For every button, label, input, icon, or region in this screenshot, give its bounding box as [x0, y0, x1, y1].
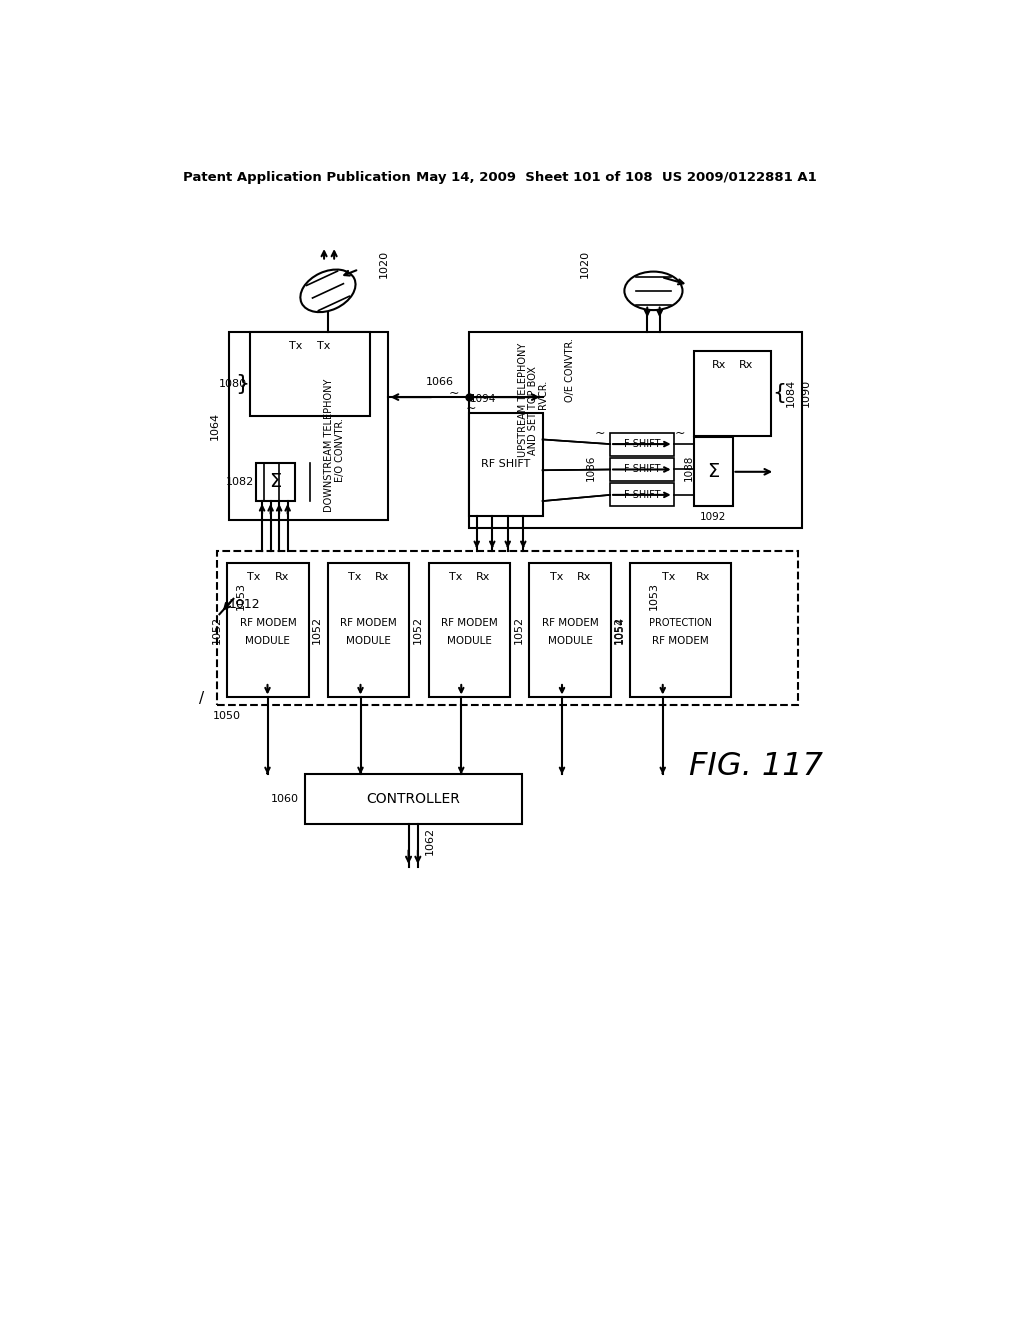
Text: ~: ~	[675, 426, 685, 440]
Text: {: {	[772, 383, 786, 403]
Text: RF MODEM: RF MODEM	[441, 618, 498, 628]
Text: Σ: Σ	[707, 462, 719, 482]
Text: DOWNSTREAM TELEPHONY: DOWNSTREAM TELEPHONY	[325, 378, 335, 512]
Text: RF SHIFT: RF SHIFT	[481, 459, 530, 470]
Text: E/O CONVTR.: E/O CONVTR.	[335, 418, 344, 482]
Text: 1092: 1092	[700, 512, 726, 523]
Text: ~: ~	[449, 387, 459, 400]
Text: MODULE: MODULE	[548, 636, 593, 645]
Bar	[305, 775, 521, 825]
Text: O/E CONVTR.: O/E CONVTR.	[565, 338, 574, 403]
Bar	[693, 351, 771, 436]
Bar	[469, 331, 802, 528]
Text: Patent Application Publication: Patent Application Publication	[183, 172, 411, 185]
Text: MODULE: MODULE	[446, 636, 492, 645]
Text: FIG. 117: FIG. 117	[689, 751, 822, 783]
Text: Tx: Tx	[662, 572, 675, 582]
Text: 1054: 1054	[614, 616, 625, 644]
Text: 1064: 1064	[210, 412, 220, 440]
Text: Tx: Tx	[289, 341, 302, 351]
Text: May 14, 2009  Sheet 101 of 108  US 2009/0122881 A1: May 14, 2009 Sheet 101 of 108 US 2009/01…	[416, 172, 816, 185]
Text: 1080: 1080	[218, 379, 247, 389]
Text: UPSTREAM TELEPHONY: UPSTREAM TELEPHONY	[518, 343, 528, 458]
Text: 1052: 1052	[211, 616, 221, 644]
Text: RF MODEM: RF MODEM	[240, 618, 296, 628]
Text: 1052: 1052	[312, 616, 323, 644]
Text: Rx: Rx	[738, 360, 753, 370]
Text: 1082: 1082	[226, 477, 255, 487]
Text: Tx: Tx	[449, 572, 462, 582]
Text: RF MODEM: RF MODEM	[542, 618, 598, 628]
Text: 1012: 1012	[228, 598, 260, 611]
Text: /: /	[199, 692, 204, 706]
Bar	[693, 437, 732, 507]
Bar	[469, 412, 543, 516]
Text: MODULE: MODULE	[246, 636, 291, 645]
Text: 1088: 1088	[684, 455, 694, 480]
Text: 1066: 1066	[426, 376, 454, 387]
Text: 1053: 1053	[648, 582, 658, 610]
Text: 1062: 1062	[425, 828, 435, 855]
Bar	[429, 562, 510, 697]
Text: 1052: 1052	[613, 616, 624, 644]
Text: 1053: 1053	[237, 582, 246, 610]
Text: Rx: Rx	[274, 572, 289, 582]
Text: 1052: 1052	[413, 616, 423, 644]
Text: ~: ~	[466, 403, 476, 416]
Ellipse shape	[625, 272, 683, 310]
Text: Tx: Tx	[317, 341, 331, 351]
Text: F SHIFT: F SHIFT	[624, 440, 660, 449]
Text: MODULE: MODULE	[346, 636, 391, 645]
Text: }: }	[236, 375, 250, 395]
Text: 1020: 1020	[581, 249, 590, 279]
Text: 1086: 1086	[586, 455, 596, 480]
Text: 1094: 1094	[470, 393, 497, 404]
Text: 1090: 1090	[801, 379, 811, 408]
Text: F SHIFT: F SHIFT	[624, 465, 660, 474]
Text: Rx: Rx	[577, 572, 591, 582]
Bar	[228, 331, 388, 520]
Text: 1020: 1020	[379, 249, 389, 279]
Text: Tx: Tx	[248, 572, 261, 582]
Text: AND SET TOP BOX: AND SET TOP BOX	[528, 366, 539, 454]
Bar	[610, 433, 674, 455]
Text: Tx: Tx	[348, 572, 361, 582]
Text: 1060: 1060	[271, 795, 299, 804]
Bar	[256, 462, 295, 502]
Text: Rx: Rx	[476, 572, 490, 582]
Text: Rx: Rx	[375, 572, 390, 582]
Text: RF MODEM: RF MODEM	[652, 636, 709, 645]
Text: ~: ~	[595, 426, 605, 440]
Bar	[328, 562, 410, 697]
Text: PROTECTION: PROTECTION	[649, 618, 712, 628]
Text: Tx: Tx	[550, 572, 563, 582]
Text: 1084: 1084	[785, 379, 796, 408]
Bar	[610, 483, 674, 507]
Bar	[227, 562, 308, 697]
Bar	[529, 562, 611, 697]
Bar	[217, 552, 799, 705]
Text: Σ: Σ	[269, 473, 282, 491]
Bar	[250, 331, 370, 416]
Text: 1052: 1052	[514, 616, 523, 644]
Text: Rx: Rx	[695, 572, 710, 582]
Ellipse shape	[300, 269, 355, 312]
Bar	[610, 458, 674, 480]
Text: 1050: 1050	[213, 711, 242, 721]
Text: RVCR.: RVCR.	[539, 380, 549, 409]
Bar	[630, 562, 731, 697]
Text: F SHIFT: F SHIFT	[624, 490, 660, 500]
Text: Rx: Rx	[712, 360, 726, 370]
Text: RF MODEM: RF MODEM	[340, 618, 397, 628]
Text: CONTROLLER: CONTROLLER	[367, 792, 460, 807]
